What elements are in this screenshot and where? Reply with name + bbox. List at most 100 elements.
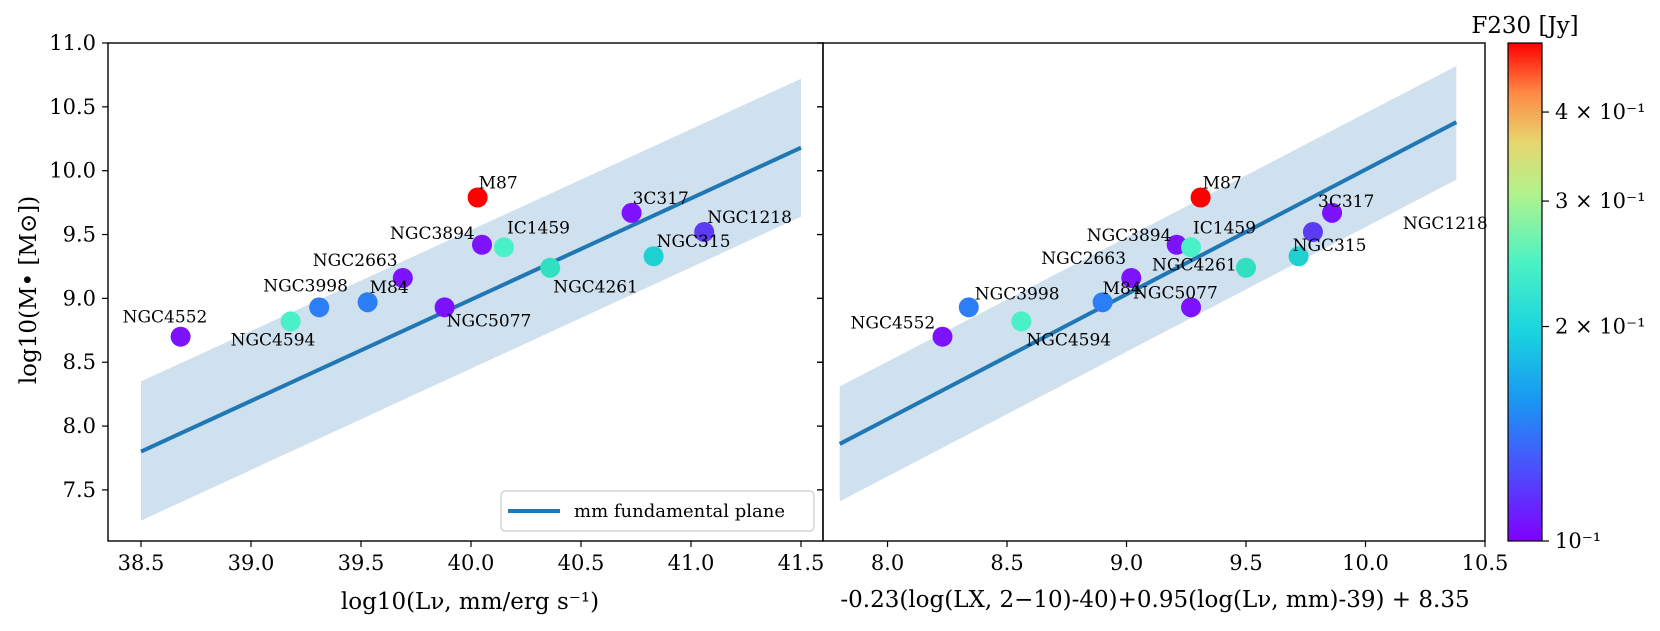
point-label-ngc3998: NGC3998 [263,276,348,296]
data-point-ngc3894 [472,234,492,255]
x-tick-label: 40.5 [558,551,605,575]
data-point-ic1459 [494,237,514,258]
left-x-axis-label: log10(Lν, mm/erg s⁻¹) [341,589,599,615]
fit-line [838,120,1458,446]
point-label-ngc4261: NGC4261 [1152,256,1237,276]
x-tick-label: 9.0 [1110,551,1143,575]
point-label-m84: M84 [1103,279,1142,299]
x-tick-label: 41.5 [778,551,825,575]
point-label-3c317: 3C317 [633,189,689,209]
point-label-ngc5077: NGC5077 [447,311,532,331]
point-label-ngc4552: NGC4552 [123,308,208,328]
left-axis-ticks: 38.5 39.0 39.5 40.0 40.5 41.0 41.5 7.5 8.0 8.5 9.0… [49,31,824,575]
data-point-ngc1218 [1302,221,1323,242]
data-point-ngc3998 [309,297,330,318]
right-fit-line [838,120,1458,446]
data-point-ngc315 [643,246,664,267]
fit-line [140,145,802,454]
right-points [932,187,1343,347]
colorbar-tick-label: 2 × 10⁻¹ [1555,315,1646,339]
point-label-ic1459: IC1459 [1193,218,1256,238]
point-label-ngc3894: NGC3894 [1087,226,1172,246]
right-x-axis-label: -0.23(log(LX, 2−10)-40)+0.95(log(Lν, mm)… [840,587,1469,613]
point-label-m87: M87 [1203,174,1242,194]
point-label-ngc4552: NGC4552 [850,314,935,334]
point-label-ngc4594: NGC4594 [1026,330,1111,350]
data-point-ngc3998 [958,297,979,318]
data-point-3c317 [621,202,642,223]
x-tick-label: 39.5 [338,551,385,575]
data-point-ngc4594 [1011,311,1032,332]
point-label-ngc1218: NGC1218 [707,208,792,228]
y-tick-label: 11.0 [49,31,96,55]
point-label-ngc1218: NGC1218 [1403,214,1488,234]
y-tick-label: 7.5 [63,478,96,502]
legend: mm fundamental plane [500,490,815,532]
data-point-ngc315 [1288,246,1309,267]
x-tick-label: 8.5 [990,551,1023,575]
left-points [170,187,715,347]
data-point-ngc4594 [280,311,301,332]
left-fit-line [140,145,802,454]
left-y-axis-label: log10(M• [M⊙]) [16,196,42,384]
data-point-m87 [467,187,488,208]
legend-box [500,490,815,532]
data-point-m84 [357,292,378,313]
data-point-ngc4261 [540,257,561,278]
data-point-ngc1218 [694,221,715,242]
y-tick-label: 8.0 [63,414,96,438]
point-label-m87: M87 [479,174,518,194]
data-point-ic1459 [1181,237,1202,258]
data-point-ngc5077 [1181,297,1202,318]
y-tick-label: 8.5 [63,350,96,374]
y-tick-label: 9.5 [63,223,96,247]
data-point-ngc2663 [392,267,413,288]
data-point-ngc4552 [170,326,191,347]
point-label-ngc4261: NGC4261 [553,278,638,298]
colorbar-tick-label: 4 × 10⁻¹ [1555,100,1646,124]
right-axis-ticks: 8.0 8.5 9.0 9.5 10.0 10.5 [817,42,1509,575]
point-label-ngc315: NGC315 [657,232,731,252]
y-tick-label: 10.0 [49,159,96,183]
point-label-ngc5077: NGC5077 [1133,283,1218,303]
point-label-ic1459: IC1459 [507,218,570,238]
x-tick-label: 8.0 [871,551,904,575]
data-point-3c317 [1322,202,1343,223]
colorbar-ticks: 10⁻¹ 2 × 10⁻¹ 3 × 10⁻¹ 4 × 10⁻¹ [1542,100,1646,553]
colorbar-label: F230 [Jy] [1471,13,1578,39]
point-label-3c317: 3C317 [1318,192,1374,212]
colorbar-tick-label: 10⁻¹ [1555,529,1601,553]
left-panel: NGC4552 NGC3998 NGC4594 M84 NGC2663 NGC5077 NG… [16,31,824,615]
data-point-ngc4552 [932,326,953,347]
point-label-ngc3998: NGC3998 [975,284,1060,304]
point-label-ngc2663: NGC2663 [1041,249,1126,269]
colorbar: 10⁻¹ 2 × 10⁻¹ 3 × 10⁻¹ 4 × 10⁻¹ F230 [Jy] [1471,13,1645,553]
data-point-m87 [1190,187,1211,208]
data-point-ngc4261 [1236,257,1257,278]
y-tick-label: 10.5 [49,95,96,119]
point-label-ngc2663: NGC2663 [313,251,398,271]
colorbar-tick-label: 3 × 10⁻¹ [1555,189,1646,213]
point-label-ngc4594: NGC4594 [231,330,316,350]
point-label-m84: M84 [370,278,409,298]
legend-label: mm fundamental plane [574,501,785,522]
left-point-labels: NGC4552 NGC3998 NGC4594 M84 NGC2663 NGC5077 NG… [123,174,792,351]
data-point-ngc2663 [1121,267,1142,288]
data-point-ngc5077 [434,297,455,318]
x-tick-label: 10.5 [1462,551,1509,575]
right-axes-frame [822,42,1486,542]
x-tick-label: 38.5 [118,551,165,575]
y-tick-label: 9.0 [63,286,96,310]
x-tick-label: 40.0 [448,551,495,575]
point-label-ngc315: NGC315 [1293,236,1367,256]
x-tick-label: 9.5 [1229,551,1262,575]
point-label-ngc3894: NGC3894 [390,224,475,244]
x-tick-label: 39.0 [228,551,275,575]
right-point-labels: NGC4552 NGC3998 NGC4594 M84 NGC2663 NGC5077 NG… [850,174,1487,351]
right-panel: NGC4552 NGC3998 NGC4594 M84 NGC2663 NGC5077 NG… [817,42,1509,613]
x-tick-label: 10.0 [1342,551,1389,575]
data-point-m84 [1092,292,1113,313]
colorbar-gradient [1507,42,1543,542]
x-tick-label: 41.0 [668,551,715,575]
